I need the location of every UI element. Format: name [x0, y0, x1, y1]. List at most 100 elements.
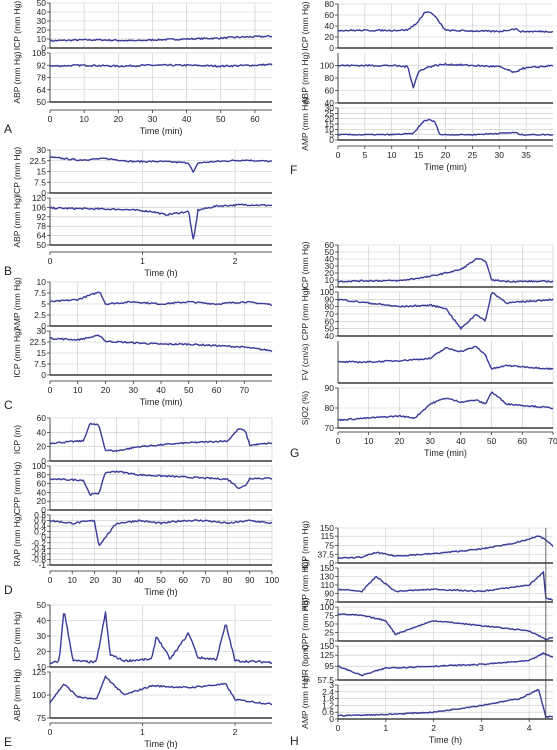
y-tick-label: 75	[37, 713, 47, 723]
subplot-d-1: 0 20 40 60 ICP (m)	[12, 413, 273, 466]
y-tick-label: 80	[325, 403, 335, 413]
y-tick-label: 92	[37, 212, 47, 222]
panel-label: D	[4, 583, 13, 597]
x-axis-label: Time (min)	[424, 162, 467, 172]
y-tick-label: -0.8	[31, 554, 46, 564]
series-line	[337, 257, 554, 283]
y-tick-label: 64	[37, 85, 47, 95]
y-tick-label: 22.5	[29, 337, 46, 347]
y-tick-label: 20	[37, 647, 47, 657]
subplot-c-1: 02.557.510 AMP (mm Hg)	[12, 277, 273, 331]
y-tick-label: 78	[37, 73, 47, 83]
y-tick-label: 100	[32, 690, 46, 700]
x-tick-label: 70	[240, 385, 250, 395]
y-tick-label: 150	[320, 523, 334, 533]
y-axis-label: ABP (mm Hg)	[12, 195, 22, 247]
x-axis-label: Time (min)	[424, 448, 467, 458]
y-tick-label: 95	[325, 661, 335, 671]
subplot-f-2: 40 60 80 100 ABP (mm Hg)	[300, 52, 554, 108]
y-tick-label: 75	[325, 541, 335, 551]
y-tick-label: 40	[325, 21, 335, 31]
y-tick-label: 20	[37, 496, 47, 506]
x-tick-label: 40	[156, 385, 166, 395]
x-tick-label: 0	[336, 723, 341, 733]
subplot-e-2: 75 100 125 ABP (mm Hg)	[12, 667, 273, 723]
x-tick-label: 60	[178, 575, 188, 585]
x-tick-label: 4	[527, 723, 532, 733]
y-tick-label: 0.6	[34, 516, 46, 526]
y-tick-label: 10	[325, 124, 335, 134]
y-tick-label: 80	[325, 0, 335, 9]
y-axis-label: ICP (mm Hg)	[12, 147, 22, 197]
x-tick-label: 20	[395, 436, 405, 446]
series-line	[337, 292, 554, 330]
y-tick-label: 90	[325, 589, 335, 599]
y-axis-label: ICP (mm Hg)	[12, 328, 22, 378]
series-line	[337, 688, 554, 718]
y-tick-label: 100	[320, 61, 334, 71]
y-tick-label: 70	[325, 597, 335, 607]
y-tick-label: 150	[320, 641, 334, 651]
y-tick-label: 0	[329, 282, 334, 292]
x-tick-label: 20	[114, 114, 124, 124]
x-tick-label: 40	[456, 436, 466, 446]
series-line	[49, 675, 273, 706]
series-line	[337, 535, 554, 560]
y-axis-label: ICP (mm Hg)	[300, 521, 310, 571]
y-axis-label: ICP (mm Hg)	[12, 1, 22, 51]
x-tick-label: 30	[129, 385, 139, 395]
y-tick-label: 90	[325, 383, 335, 393]
series-line	[337, 652, 553, 677]
y-axis-label: FV (cm/s)	[300, 343, 310, 380]
x-tick-label: 70	[201, 575, 211, 585]
y-tick-label: 90	[325, 294, 335, 304]
x-tick-label: 0	[336, 436, 341, 446]
y-tick-label: 40	[37, 616, 47, 626]
y-tick-label: 120	[32, 193, 46, 203]
y-tick-label: 0	[329, 43, 334, 53]
x-tick-label: 100	[265, 575, 279, 585]
y-tick-label: 30	[37, 326, 47, 336]
x-tick-label: 15	[414, 150, 424, 160]
x-tick-label: 20	[441, 150, 451, 160]
y-tick-label: 57.5	[317, 675, 334, 685]
y-tick-label: 30	[325, 103, 335, 113]
subplot-a-2: 50 64 78 92 106 ABP (mm Hg)	[12, 48, 273, 107]
y-tick-label: 5	[41, 299, 46, 309]
y-tick-label: 60	[325, 316, 335, 326]
y-tick-label: 22.5	[29, 156, 46, 166]
y-tick-label: 0.6	[322, 707, 334, 717]
y-tick-label: 10	[37, 277, 47, 287]
y-tick-label: 106	[32, 48, 46, 58]
y-tick-label: 75	[325, 611, 335, 621]
x-tick-label: 2	[233, 256, 238, 266]
y-tick-label: 20	[325, 32, 335, 42]
x-tick-label: 50	[487, 436, 497, 446]
y-axis-label: ABP (mm Hg)	[300, 52, 310, 104]
y-tick-label: 125	[32, 667, 46, 677]
y-axis-label: ICP (mm Hg)	[12, 611, 22, 661]
y-tick-label: 0	[329, 636, 334, 646]
y-tick-label: 30	[37, 145, 47, 155]
x-tick-label: 35	[521, 150, 531, 160]
x-tick-label: 40	[182, 114, 192, 124]
y-tick-label: 80	[325, 302, 335, 312]
y-tick-label: 40	[37, 427, 47, 437]
x-tick-label: 0	[48, 256, 53, 266]
y-tick-label: 1.8	[322, 694, 334, 704]
y-axis-label: ICP (mm Hg)	[300, 1, 310, 51]
y-axis-label: RAP (mm Hg)	[12, 513, 22, 566]
x-tick-label: 20	[90, 575, 100, 585]
x-tick-label: 25	[468, 150, 478, 160]
series-line	[337, 391, 553, 422]
panel-label: F	[290, 163, 297, 177]
x-axis-label: Time (h)	[144, 739, 177, 749]
